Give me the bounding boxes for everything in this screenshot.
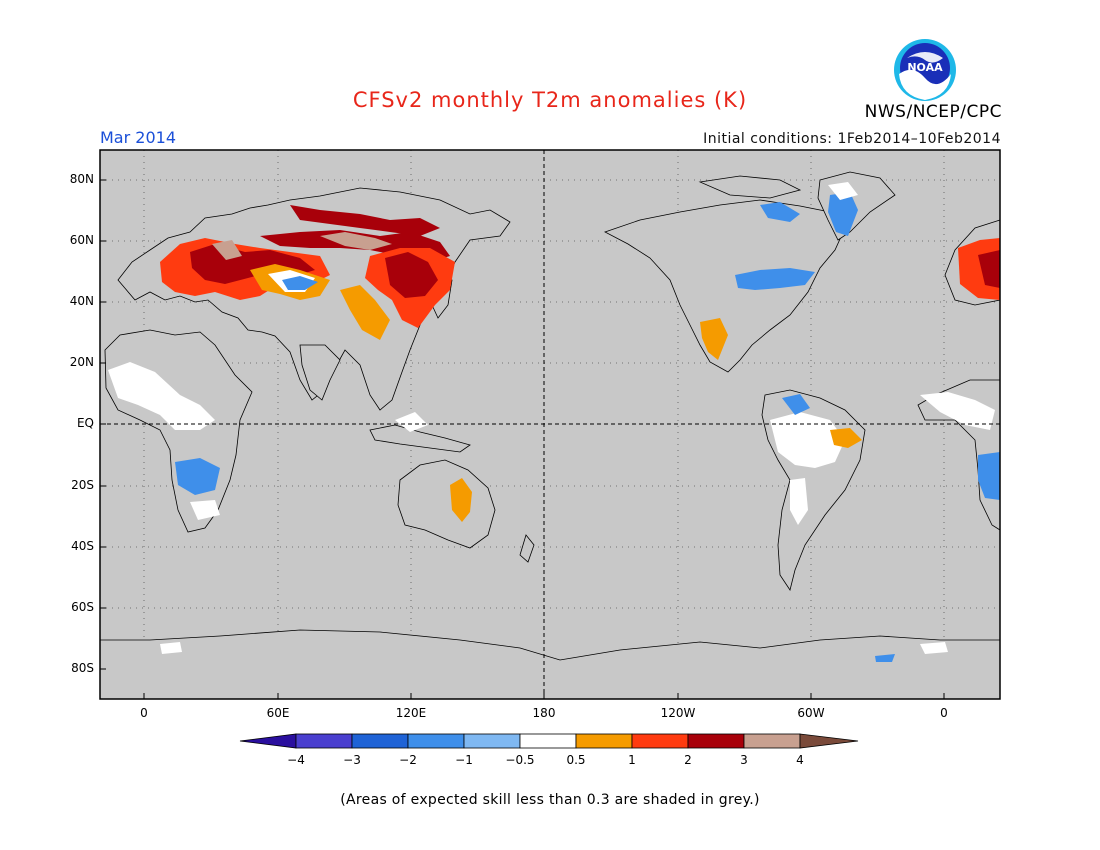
lon-label-120e-2: 120E <box>395 706 427 720</box>
forecast-period: Mar 2014 <box>100 128 176 147</box>
colorbar-label: −2 <box>399 753 417 767</box>
colorbar-swatch <box>575 733 633 749</box>
reference-lines <box>100 150 1000 699</box>
anomaly-us-blue <box>735 268 815 290</box>
anomaly-wrap-blue <box>978 452 1000 500</box>
lat-label-60n: 60N <box>69 233 94 247</box>
axis-ticks <box>100 179 945 699</box>
colorbar-min-arrow <box>239 733 297 749</box>
colorbar <box>239 733 859 749</box>
anomaly-antarctica-white1 <box>160 642 182 654</box>
anomaly-eastasia-orange <box>340 285 390 340</box>
anomaly-north-darkred <box>290 205 440 236</box>
northamerica-coast <box>603 199 846 373</box>
colorbar-label: −0.5 <box>505 753 535 767</box>
anomaly-safrica-blue <box>175 458 220 495</box>
anomaly-australia-orange <box>450 478 472 522</box>
lat-label-80s: 80S <box>71 661 94 675</box>
lon-label-60w-5: 60W <box>797 706 825 720</box>
anomaly-wrap-darkred <box>978 250 1000 288</box>
anomaly-indonesia-white <box>395 412 428 432</box>
arctic-islands-coast <box>698 175 802 199</box>
anomaly-mexico-orange <box>700 318 728 360</box>
australia-coast <box>397 459 496 549</box>
colorbar-label: 3 <box>740 753 748 767</box>
anomaly-samerica-white-south <box>790 478 808 525</box>
anomaly-greenland-white <box>828 182 858 200</box>
noaa-logo-icon: NOAA <box>894 39 956 101</box>
lon-label-120w-4: 120W <box>660 706 696 720</box>
colorbar-swatch <box>295 733 353 749</box>
lat-label-40s: 40S <box>71 539 94 553</box>
lat-label-80n: 80N <box>69 172 94 186</box>
anomaly-greenland-blue <box>828 192 858 236</box>
lat-label-60s: 60S <box>71 600 94 614</box>
colorbar-label: −4 <box>287 753 305 767</box>
lon-label-60e-1: 60E <box>266 706 290 720</box>
colorbar-label: 4 <box>796 753 804 767</box>
lon-label-0-0: 0 <box>140 706 148 720</box>
anomaly-samerica-blue <box>782 394 810 415</box>
lat-label-20s: 20S <box>71 478 94 492</box>
anomaly-antarctica-white2 <box>920 642 948 654</box>
colorbar-label: 1 <box>628 753 636 767</box>
anomaly-shading <box>108 182 1000 662</box>
anomaly-eastasia-darkred <box>385 252 438 298</box>
anomaly-antarctica-blue <box>875 654 895 662</box>
anomaly-eurasia-brown <box>212 240 242 260</box>
anomaly-siberia-brown <box>320 232 392 250</box>
colorbar-label: −3 <box>343 753 361 767</box>
colorbar-label: −1 <box>455 753 473 767</box>
anomaly-nafrica-white <box>108 362 215 430</box>
anomaly-canada-blue <box>760 202 800 222</box>
anomaly-wrap-white <box>920 392 995 430</box>
colorbar-swatch <box>351 733 409 749</box>
anomaly-safrica-white <box>190 500 220 520</box>
lat-label-20n: 20N <box>69 355 94 369</box>
lat-label-40n: 40N <box>69 294 94 308</box>
chart-title: CFSv2 monthly T2m anomalies (K) <box>352 88 748 112</box>
india-coast <box>299 344 341 401</box>
anomaly-samerica-white <box>770 412 845 468</box>
colorbar-swatch <box>743 733 801 749</box>
lon-label-0-6: 0 <box>940 706 948 720</box>
colorbar-label: 2 <box>684 753 692 767</box>
colorbar-swatch <box>631 733 689 749</box>
agency-label: NWS/NCEP/CPC <box>864 102 1002 122</box>
anomaly-samerica-orange <box>830 428 862 448</box>
initial-conditions: Initial conditions: 1Feb2014–10Feb2014 <box>703 131 1001 147</box>
lat-label-eq: EQ <box>76 416 94 430</box>
colorbar-label: 0.5 <box>566 753 586 767</box>
colorbar-swatch <box>407 733 465 749</box>
anomaly-central-blue <box>282 276 318 290</box>
skill-footnote: (Areas of expected skill less than 0.3 a… <box>340 792 760 808</box>
newzealand-coast <box>519 534 535 563</box>
colorbar-swatch <box>519 733 577 749</box>
colorbar-max-arrow <box>799 733 859 749</box>
colorbar-swatch <box>687 733 745 749</box>
noaa-logo-text: NOAA <box>907 61 943 74</box>
lon-label-180-3: 180 <box>532 706 556 720</box>
colorbar-swatch <box>463 733 521 749</box>
